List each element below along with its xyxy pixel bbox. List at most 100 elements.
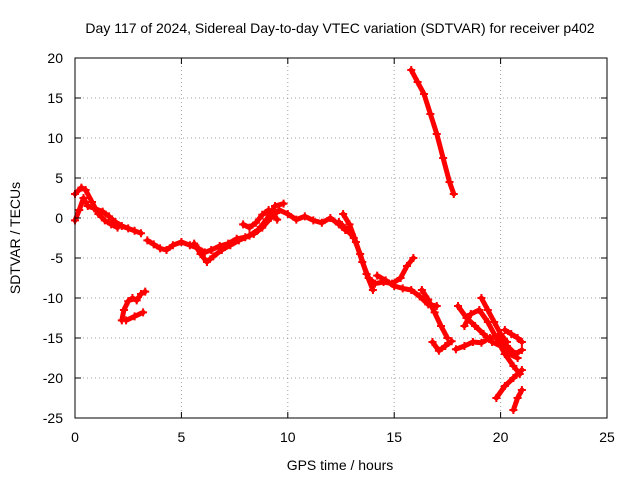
data-point <box>190 239 199 248</box>
data-point <box>136 290 145 298</box>
data-point <box>471 322 480 330</box>
data-point <box>439 154 448 162</box>
series-trace-5-markers <box>239 206 282 232</box>
x-tick-label: 25 <box>599 429 615 445</box>
data-point <box>443 334 452 342</box>
data-point <box>168 241 177 250</box>
series-trace-16 <box>502 327 525 345</box>
data-point <box>396 274 405 282</box>
data-point <box>77 183 86 192</box>
data-point <box>358 258 367 266</box>
y-tick-label: -5 <box>51 250 64 266</box>
data-point <box>143 236 152 245</box>
data-point <box>509 362 518 370</box>
data-point <box>430 308 439 317</box>
data-point <box>119 306 128 314</box>
data-point <box>98 207 107 216</box>
series-trace-4-markers <box>190 199 288 266</box>
data-point <box>283 210 292 218</box>
series-trace-18-markers <box>509 386 526 414</box>
data-point <box>449 190 458 198</box>
data-point <box>258 210 267 219</box>
series-trace-17 <box>493 367 525 401</box>
data-point <box>447 337 456 346</box>
data-point <box>500 350 509 358</box>
data-point <box>339 210 348 218</box>
series-trace-10-markers <box>417 286 452 342</box>
data-point <box>162 246 171 254</box>
data-point <box>513 334 522 342</box>
data-point <box>500 382 509 390</box>
data-point <box>128 294 137 302</box>
data-point <box>141 287 150 296</box>
data-point <box>122 316 131 325</box>
data-point <box>477 294 486 302</box>
series-trace-11 <box>430 338 455 354</box>
y-tick-label: -15 <box>43 330 63 346</box>
data-point <box>479 330 488 338</box>
data-point <box>441 342 450 350</box>
data-point <box>432 130 441 138</box>
data-point <box>502 338 511 346</box>
data-point <box>434 346 443 355</box>
data-point <box>149 240 158 249</box>
series-trace-7 <box>340 211 416 287</box>
series-trace-15-markers <box>477 294 511 346</box>
x-tick-label: 5 <box>178 429 186 445</box>
data-point <box>245 231 254 240</box>
y-tick-label: 5 <box>55 170 63 186</box>
data-point <box>492 394 501 402</box>
data-series <box>71 66 526 414</box>
data-point <box>317 218 326 227</box>
data-point <box>334 218 343 226</box>
series-trace-8-markers <box>373 271 441 310</box>
y-tick-label: -20 <box>43 370 63 386</box>
data-point <box>209 252 218 261</box>
data-point <box>407 66 416 74</box>
data-point <box>488 338 497 346</box>
series-trace-2-markers <box>71 183 122 232</box>
data-point <box>513 394 522 402</box>
data-point <box>139 308 148 317</box>
data-point <box>509 374 518 382</box>
data-point <box>196 250 205 258</box>
data-point <box>81 186 90 194</box>
data-point <box>517 346 526 354</box>
data-point <box>509 406 518 414</box>
data-point <box>413 78 422 86</box>
data-point <box>407 286 416 294</box>
data-point <box>466 310 475 318</box>
data-point <box>390 282 399 290</box>
data-point <box>513 354 522 362</box>
data-point <box>226 241 235 250</box>
data-point <box>88 198 97 206</box>
chart-title: Day 117 of 2024, Sidereal Day-to-day VTE… <box>85 20 594 36</box>
data-point <box>398 284 407 293</box>
y-tick-label: 0 <box>55 210 63 226</box>
data-point <box>83 202 92 210</box>
data-point <box>113 223 122 232</box>
data-point <box>309 216 318 225</box>
data-point <box>300 212 309 221</box>
grid-lines <box>75 58 607 418</box>
data-point <box>451 345 460 354</box>
data-point <box>417 286 426 294</box>
data-point <box>500 326 509 334</box>
plot-frame <box>74 57 608 419</box>
data-point <box>136 229 145 238</box>
data-point <box>79 194 88 202</box>
x-tick-label: 0 <box>71 429 79 445</box>
x-tick-label: 10 <box>280 429 296 445</box>
x-axis-label: GPS time / hours <box>287 457 394 473</box>
data-point <box>475 306 484 314</box>
data-point <box>271 202 280 210</box>
data-point <box>234 236 243 245</box>
data-point <box>483 306 492 314</box>
data-point <box>345 220 354 229</box>
axis-ticks <box>74 57 608 419</box>
series-trace-17-markers <box>492 366 526 402</box>
series-trace-11-markers <box>428 337 456 355</box>
x-tick-label: 15 <box>386 429 402 445</box>
data-point <box>415 292 424 301</box>
data-point <box>130 312 139 321</box>
